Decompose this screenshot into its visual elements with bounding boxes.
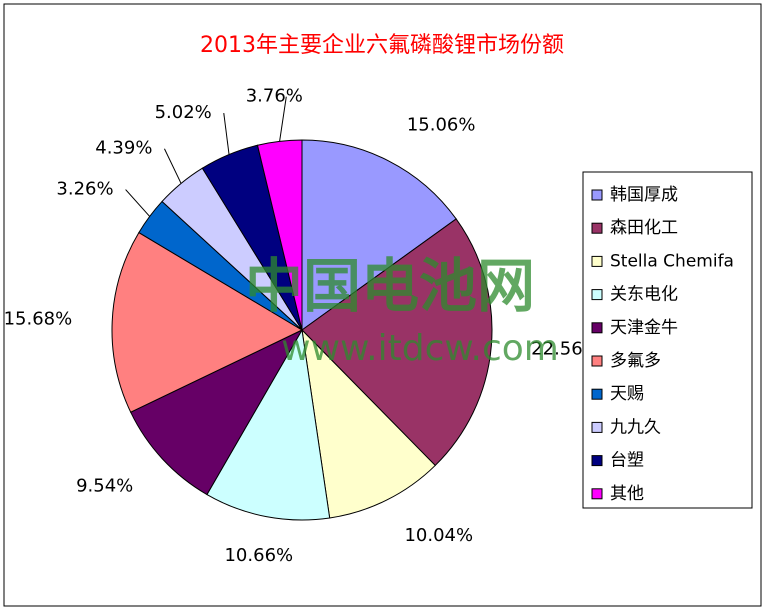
watermark: 中国电池网 — [245, 252, 535, 320]
pie-slice — [301, 139, 457, 331]
legend-swatch — [591, 289, 603, 301]
legend-swatch — [591, 388, 603, 400]
leader-line — [125, 189, 151, 217]
chart-title: 2013年主要企业六氟磷酸锂市场份额 — [200, 33, 564, 58]
legend-swatch — [591, 421, 603, 433]
data-label: 3.76% — [246, 86, 303, 107]
legend-label: 天赐 — [610, 384, 644, 404]
legend-label: 多氟多 — [610, 351, 661, 371]
pie-slice — [256, 139, 303, 331]
legend-label: 关东电化 — [610, 285, 678, 305]
legend-swatch — [591, 189, 603, 201]
pie-slice — [206, 328, 331, 521]
legend-swatch — [591, 355, 603, 367]
pie-slice — [130, 328, 304, 496]
pie-slice — [301, 328, 436, 519]
legend-label: 森田化工 — [610, 218, 678, 238]
legend-swatch — [591, 322, 603, 334]
data-label: 3.26% — [56, 179, 113, 200]
legend-swatch — [591, 222, 603, 234]
legend-label: 韩国厚成 — [610, 185, 678, 205]
data-label: 9.54% — [76, 475, 133, 496]
legend-label: 台塑 — [610, 451, 644, 471]
leader-line — [279, 96, 287, 142]
data-label: 5.02% — [155, 102, 212, 123]
legend-swatch — [591, 255, 603, 267]
data-label: 4.39% — [95, 138, 152, 159]
legend-label: 天津金牛 — [610, 318, 678, 338]
legend-swatch — [591, 455, 603, 467]
pie-slice — [111, 231, 304, 413]
watermark-url: www.itdcw.com — [281, 328, 559, 369]
legend-box — [582, 171, 753, 509]
legend-label: 其他 — [610, 484, 644, 504]
legend-label: Stella Chemifa — [610, 251, 734, 271]
data-label: 15.68% — [4, 309, 73, 330]
legend-label: 九九久 — [610, 417, 661, 437]
pie-slice — [301, 218, 493, 467]
leader-line — [223, 112, 230, 155]
legend-swatch — [591, 488, 603, 500]
data-label: 10.66% — [224, 545, 293, 566]
data-label: 10.04% — [404, 525, 473, 546]
data-label: 15.06% — [407, 114, 476, 135]
leader-line — [164, 148, 182, 184]
